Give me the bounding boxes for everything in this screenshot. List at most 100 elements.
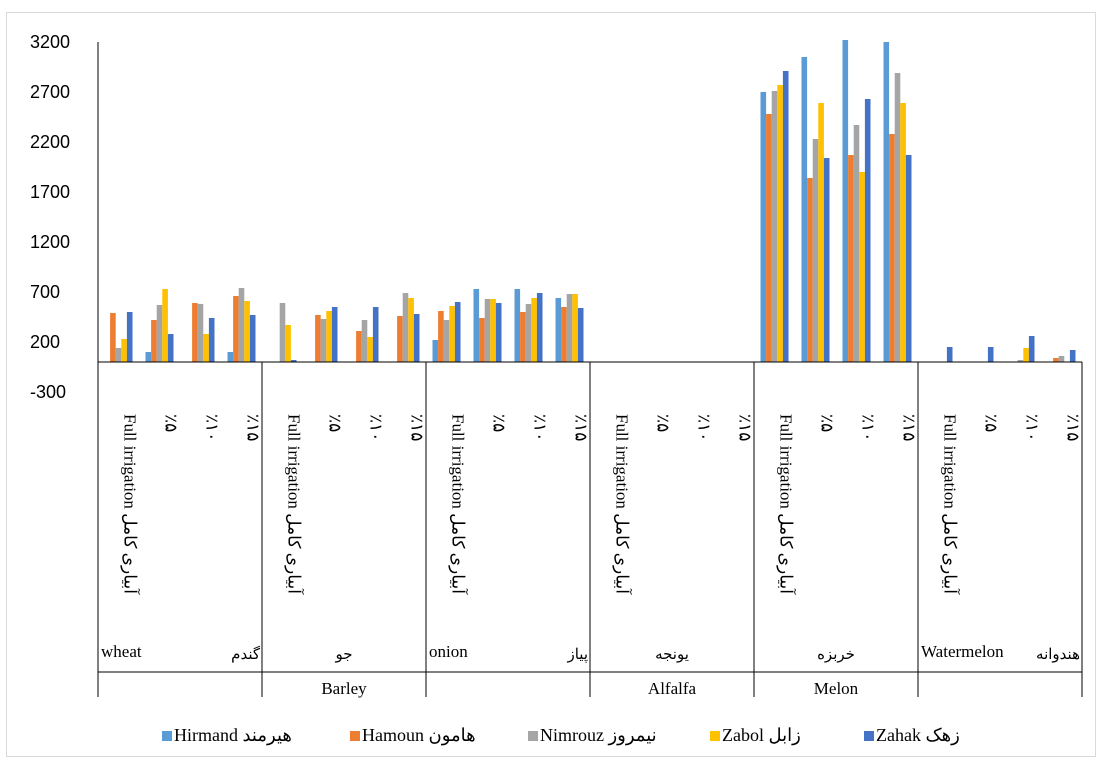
bar: [208, 318, 215, 362]
crop-label-fa: یونجه: [655, 647, 689, 663]
subcategory-label: ٪۱۰: [203, 414, 222, 441]
bar: [883, 42, 890, 362]
bar: [495, 303, 502, 362]
bar: [520, 312, 526, 362]
crop-label-fa: هندوانه: [1036, 647, 1080, 663]
subcategory-label: Full irrigation آبیاری کامل: [776, 414, 798, 595]
bar: [766, 114, 772, 362]
bar: [454, 302, 461, 362]
bar: [397, 316, 403, 362]
bar: [203, 334, 209, 362]
bar: [290, 360, 297, 362]
bar: [760, 92, 767, 362]
legend-label: Hirmand هیرمند: [174, 725, 292, 746]
bar: [848, 155, 854, 362]
bar: [572, 294, 578, 362]
subcategory-label: Full irrigation آبیاری کامل: [940, 414, 962, 595]
legend-label: Zabol زابل: [722, 725, 801, 746]
bar: [162, 289, 168, 362]
bar: [233, 296, 239, 362]
y-tick-label: 3200: [30, 32, 70, 52]
crop-label-bottom: Melon: [814, 679, 859, 698]
bar: [566, 294, 573, 362]
bar: [408, 298, 414, 362]
y-tick-label: 2200: [30, 132, 70, 152]
bar: [227, 352, 234, 362]
subcategory-label: ٪۱۵: [244, 414, 263, 441]
bar: [326, 311, 332, 362]
bar: [514, 289, 521, 362]
bar: [438, 311, 444, 362]
crop-label-fa: جو: [334, 647, 352, 663]
subcategory-label: Full irrigation آبیاری کامل: [448, 414, 470, 595]
legend-swatch: [162, 731, 172, 741]
bar: [1017, 360, 1024, 362]
legend-swatch: [350, 731, 360, 741]
subcategory-label: ٪۵: [818, 414, 837, 432]
subcategory-label: ٪۱۵: [1064, 414, 1083, 441]
subcategory-label: Full irrigation آبیاری کامل: [120, 414, 142, 595]
bar: [1053, 358, 1059, 362]
subcategory-label: ٪۱۰: [1023, 414, 1042, 441]
crop-label-en: onion: [429, 642, 468, 661]
crop-label-fa: گندم: [231, 645, 261, 663]
crop-label-fa: خربزه: [817, 647, 855, 663]
bar: [807, 178, 813, 362]
bars: [110, 40, 1076, 362]
bar: [151, 320, 157, 362]
bar: [356, 331, 362, 362]
bar: [145, 352, 152, 362]
bar: [244, 301, 250, 362]
bar: [771, 91, 778, 362]
bar: [473, 289, 480, 362]
bar: [1058, 356, 1065, 362]
bar: [864, 99, 871, 362]
bar: [777, 85, 783, 362]
legend-swatch: [528, 731, 538, 741]
y-tick-label: 1200: [30, 232, 70, 252]
subcategory-label: ٪۱۰: [367, 414, 386, 441]
bar: [801, 57, 808, 362]
subcategory-label: ٪۵: [326, 414, 345, 432]
subcategory-label: ٪۱۰: [859, 414, 878, 441]
crop-label-bottom: Barley: [321, 679, 367, 698]
bar: [842, 40, 849, 362]
x-axis-labels: Full irrigation آبیاری کامل ٪۵ ٪۱۰ ٪۱۵ Full …: [101, 414, 1083, 698]
bar: [525, 304, 532, 362]
bar: [859, 172, 865, 362]
bar: [536, 293, 543, 362]
bar: [555, 298, 562, 362]
subcategory-label: ٪۱۵: [736, 414, 755, 441]
bar: [823, 158, 830, 362]
subcategory-label: ٪۱۰: [531, 414, 550, 441]
bar: [900, 103, 906, 362]
bar: [484, 299, 491, 362]
subcategory-label: ٪۱۵: [572, 414, 591, 441]
crop-label-en: wheat: [101, 642, 142, 661]
bar: [279, 303, 286, 362]
subcategory-label: ٪۵: [982, 414, 1001, 432]
bar: [987, 347, 994, 362]
bar: [1028, 336, 1035, 362]
bar: [812, 139, 819, 362]
bar: [110, 313, 116, 362]
subcategory-label: Full irrigation آبیاری کامل: [612, 414, 634, 595]
bar: [1023, 348, 1029, 362]
legend-label: Hamoun هامون: [362, 725, 476, 746]
y-tick-label: -300: [30, 382, 66, 402]
bar: [853, 125, 860, 362]
bar: [490, 299, 496, 362]
bar: [443, 320, 450, 362]
bar: [372, 307, 379, 362]
bar: [889, 134, 895, 362]
bar: [115, 348, 122, 362]
bar: [167, 334, 174, 362]
legend-swatch: [864, 731, 874, 741]
y-axis-tick-labels: -300 200 700 1200 1700 2200 2700 3200: [30, 32, 70, 402]
bar: [531, 298, 537, 362]
bar: [449, 306, 455, 362]
bar: [285, 325, 291, 362]
bar: [192, 303, 198, 362]
bar: [818, 103, 824, 362]
